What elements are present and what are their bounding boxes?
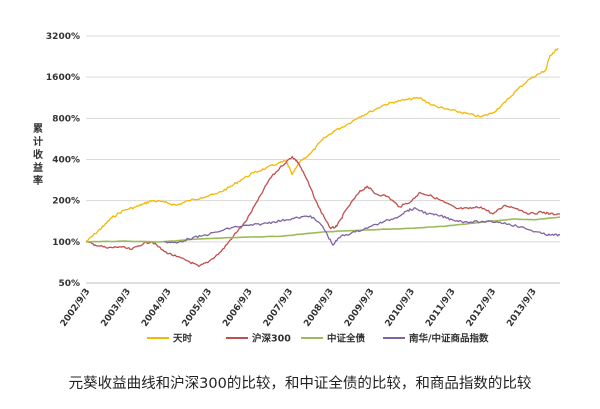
y-axis-ticks: 3200% 1600% 800% 400% 200% 100% 50% [46, 32, 80, 289]
x-tick-label: 2012/9/3 [465, 287, 499, 329]
legend-label: 中证全债 [327, 333, 366, 345]
chart: 3200%1600%800%400%200%100%50% 2002/9/3 20… [33, 32, 561, 345]
y-tick-label: 50% [58, 279, 80, 289]
y-axis-label-char: 计 [33, 135, 43, 148]
y-tick-label: 200% [52, 197, 80, 207]
legend-label: 沪深300 [252, 333, 291, 345]
x-tick-label: 2005/9/3 [181, 287, 215, 329]
y-axis-label-char: 收 [33, 148, 43, 161]
y-tick-label: 400% [52, 156, 80, 166]
series-line-1 [85, 155, 561, 268]
y-tick-label: 800% [52, 114, 80, 124]
x-tick-label: 2011/9/3 [424, 287, 458, 329]
y-axis-label-char: 累 [33, 123, 43, 135]
x-tick-label: 2007/9/3 [262, 287, 296, 329]
series-line-3 [164, 207, 561, 246]
y-axis-label-char: 益 [33, 161, 43, 174]
x-tick-label: 2008/9/3 [302, 287, 336, 329]
legend-label: 天时 [173, 333, 193, 345]
series-line-0 [85, 47, 559, 243]
legend: 天时 沪深300 中证全债 南华/中证商品指数 [147, 333, 489, 345]
y-tick-label: 100% [52, 238, 80, 248]
x-tick-label: 2004/9/3 [140, 287, 174, 329]
legend-label: 南华/中证商品指数 [409, 333, 489, 345]
x-tick-label: 2009/9/3 [343, 287, 377, 329]
x-tick-label: 2013/9/3 [505, 287, 539, 329]
x-tick-label: 2006/9/3 [221, 287, 255, 329]
figure-caption: 元葵收益曲线和沪深300的比较，和中证全债的比较，和商品指数的比较 [68, 376, 532, 392]
x-tick-label: 2003/9/3 [100, 287, 134, 329]
series-lines [85, 47, 561, 268]
y-axis-label-char: 率 [33, 174, 43, 187]
y-tick-label: 3200% [46, 32, 80, 42]
series-line-2 [86, 216, 561, 243]
y-tick-label: 1600% [46, 73, 80, 83]
x-tick-label: 2002/9/3 [59, 287, 93, 329]
x-axis-ticks: 2002/9/3 2003/9/3 2004/9/3 2005/9/3 2006/9/3… [59, 287, 539, 329]
x-tick-label: 2010/9/3 [384, 287, 418, 329]
